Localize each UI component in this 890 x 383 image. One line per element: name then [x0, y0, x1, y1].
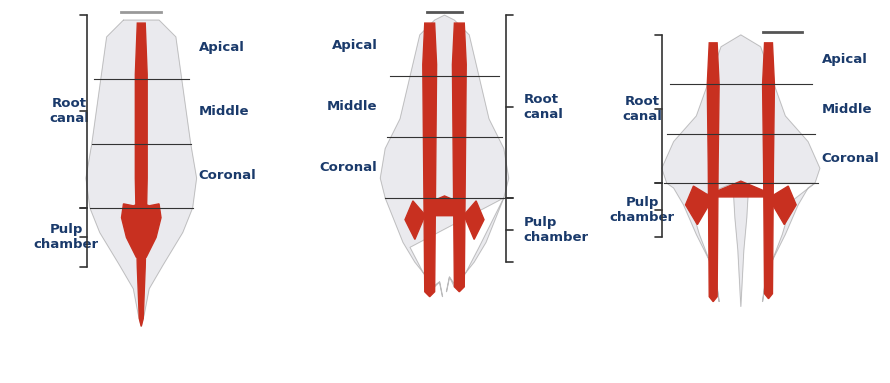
Text: Pulp
chamber: Pulp chamber	[523, 216, 588, 244]
Text: Root
canal: Root canal	[49, 98, 89, 126]
Polygon shape	[423, 23, 437, 297]
Text: Root
canal: Root canal	[622, 95, 662, 123]
Text: Root
canal: Root canal	[523, 93, 563, 121]
Polygon shape	[380, 15, 509, 297]
Polygon shape	[685, 181, 797, 224]
Polygon shape	[662, 35, 820, 306]
Polygon shape	[135, 23, 147, 326]
Text: Pulp
chamber: Pulp chamber	[34, 223, 99, 251]
Polygon shape	[452, 23, 466, 292]
Text: Coronal: Coronal	[320, 161, 377, 174]
Polygon shape	[708, 43, 719, 302]
Text: Middle: Middle	[821, 103, 872, 116]
Polygon shape	[763, 43, 774, 299]
Polygon shape	[405, 196, 484, 239]
Text: Apical: Apical	[198, 41, 245, 54]
Text: Pulp
chamber: Pulp chamber	[610, 196, 675, 224]
Text: Apical: Apical	[821, 53, 868, 66]
Text: Coronal: Coronal	[198, 169, 256, 182]
Text: Coronal: Coronal	[821, 152, 879, 165]
Polygon shape	[122, 203, 161, 257]
Polygon shape	[86, 20, 197, 326]
Text: Middle: Middle	[327, 100, 377, 113]
Text: Apical: Apical	[331, 39, 377, 52]
Text: Middle: Middle	[198, 105, 249, 118]
